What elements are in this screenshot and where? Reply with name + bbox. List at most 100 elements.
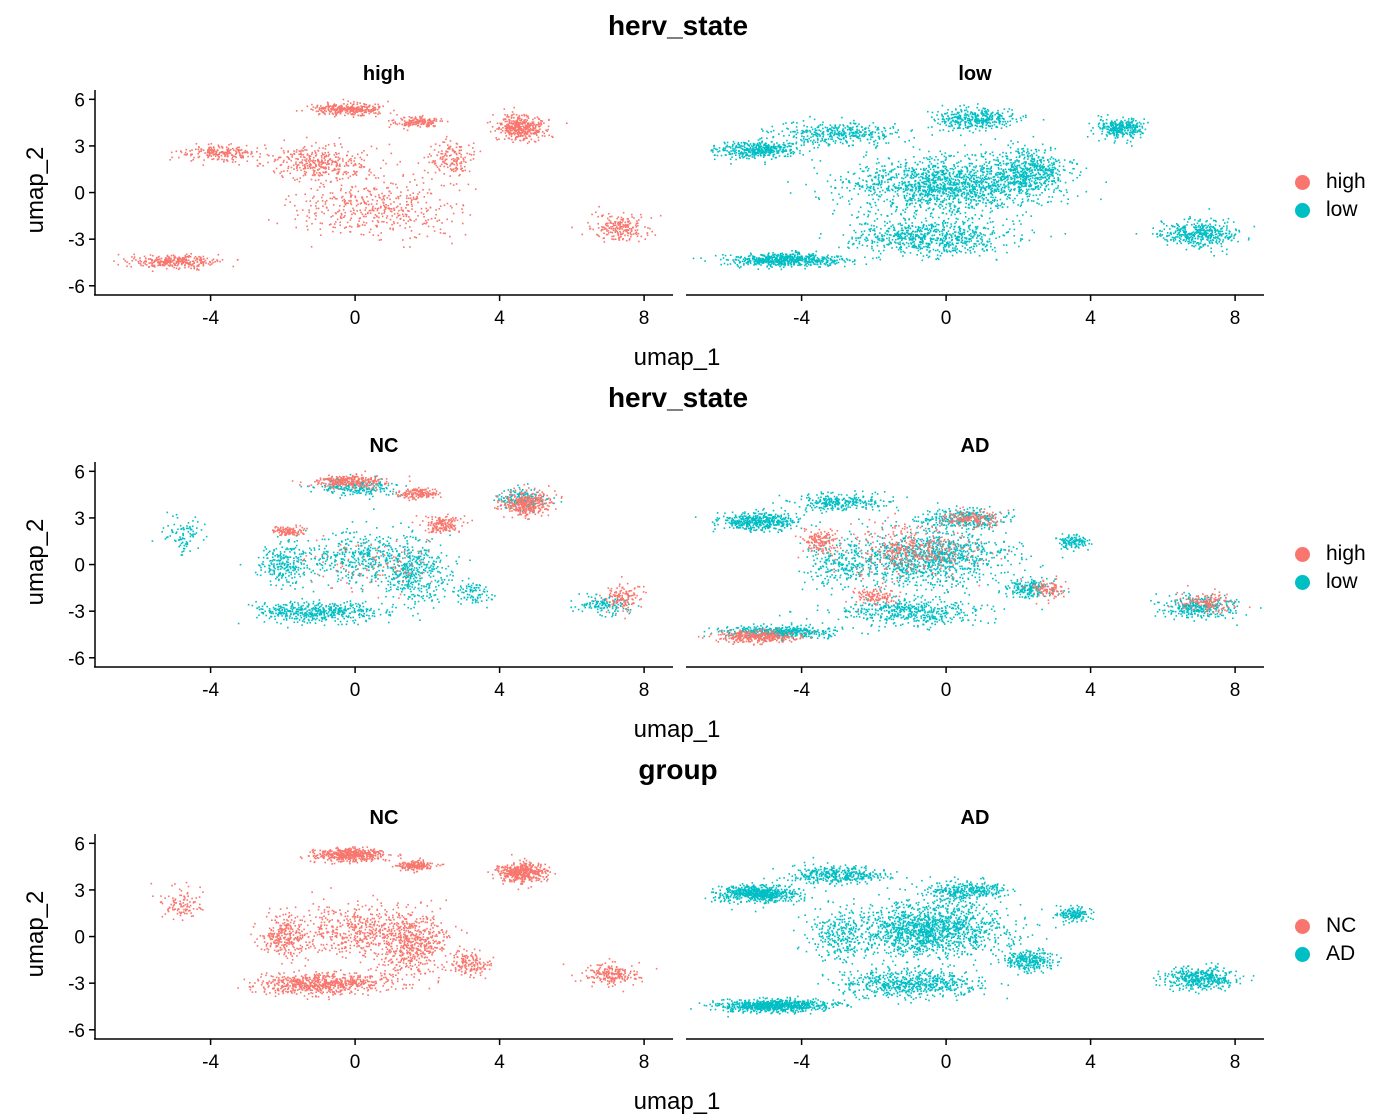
data-point [234,161,237,163]
data-point [908,193,911,196]
data-point [944,186,946,188]
data-point [409,226,411,228]
data-point [209,264,211,266]
data-point [884,191,887,194]
data-point [945,193,947,195]
data-point [310,246,313,248]
data-point [335,104,337,106]
data-point [873,192,875,195]
data-point [428,121,430,124]
data-point [963,176,966,178]
data-point [1085,167,1088,170]
data-point [614,221,617,223]
data-point [375,188,378,191]
data-point [365,187,367,189]
data-point [421,177,424,179]
data-point [742,153,744,155]
data-point [214,155,217,157]
data-point [985,205,987,207]
data-point [496,128,498,130]
data-point [410,199,413,202]
data-point [925,172,927,174]
data-point [345,192,347,194]
data-point [858,185,861,187]
data-point [376,220,379,222]
data-point [934,181,937,184]
data-point [131,256,133,258]
data-point [917,197,920,200]
data-point [607,222,609,225]
data-point [346,110,349,113]
data-point [764,163,766,166]
data-point [984,234,986,237]
data-point [332,204,335,206]
data-point [945,168,948,171]
data-point [432,120,435,122]
data-point [166,261,169,264]
data-point [322,111,325,113]
data-point [178,268,180,271]
data-point [921,201,923,204]
data-point [183,153,186,156]
data-point [915,186,917,189]
data-point [511,111,514,113]
data-point [981,238,983,241]
data-point [237,149,240,151]
data-point [953,165,956,167]
data-point [501,123,503,126]
data-point [890,171,893,173]
data-point [620,225,623,228]
data-point [974,186,976,188]
data-point [989,153,991,155]
data-point [1006,195,1009,198]
data-point [985,175,987,177]
data-point [521,118,523,121]
data-point [296,167,298,169]
data-point [830,192,833,194]
data-point [909,198,912,201]
data-point [929,193,931,196]
data-point [1069,172,1071,174]
data-point [904,227,907,230]
data-point [201,258,203,261]
data-point [767,151,770,153]
data-point [210,150,213,152]
data-point [375,147,378,150]
data-point [338,165,340,167]
data-point [959,227,962,230]
data-point [601,215,603,217]
data-point [456,159,458,161]
data-point [332,215,334,217]
data-point [606,217,609,220]
data-point [903,173,906,176]
data-point [211,152,213,155]
data-point [336,198,338,200]
data-point [364,202,367,204]
data-point [964,165,966,168]
data-point [890,242,892,245]
data-point [359,102,361,104]
data-point [211,151,213,153]
data-point [957,183,960,186]
data-point [175,262,178,264]
data-point [933,159,936,161]
data-point [898,184,900,187]
data-point [156,258,159,261]
data-point [512,113,515,116]
data-point [878,181,881,184]
data-point [363,111,366,114]
data-point [1022,214,1024,216]
data-point [438,208,441,210]
data-point [864,256,866,259]
data-point [782,150,784,152]
data-point [957,218,959,220]
data-point [322,166,325,168]
data-point [776,150,779,153]
data-point [929,231,932,233]
data-point [213,153,216,156]
data-point [339,110,342,112]
data-point [393,213,396,215]
data-point [228,149,231,152]
data-point [930,224,933,227]
data-point [509,132,511,135]
